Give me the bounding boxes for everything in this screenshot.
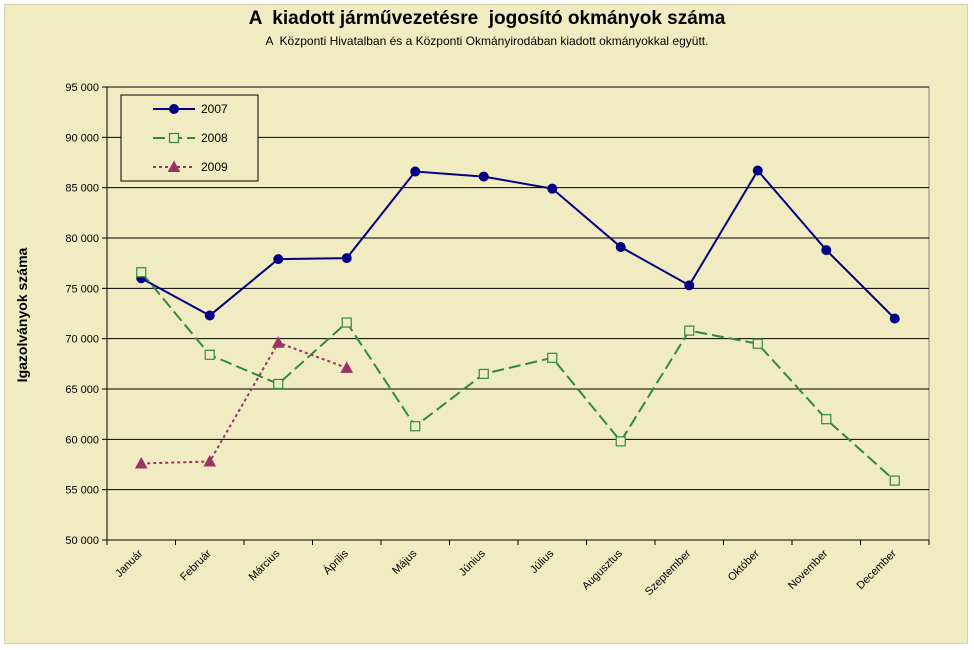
legend: 2007 2008 2009 <box>120 94 259 182</box>
data-point <box>271 336 285 348</box>
legend-label: 2008 <box>201 131 228 145</box>
y-tick-label: 60 000 <box>65 434 99 446</box>
series-2007 <box>136 165 900 324</box>
x-tick-label: Február <box>178 547 214 583</box>
y-tick-label: 55 000 <box>65 485 99 497</box>
x-tick-label: Június <box>457 547 488 578</box>
x-tick-label: December <box>855 547 900 592</box>
data-point <box>547 183 558 194</box>
x-tick-label: November <box>786 547 831 592</box>
y-tick-label: 75 000 <box>65 283 99 295</box>
y-tick-label: 80 000 <box>65 233 99 245</box>
series-line <box>140 168 896 320</box>
data-point <box>752 338 763 349</box>
data-point <box>615 436 626 447</box>
data-point <box>273 378 284 390</box>
series-layer <box>134 165 900 486</box>
data-point <box>204 349 215 360</box>
data-point <box>752 165 763 176</box>
x-tick-label: Május <box>390 547 420 577</box>
y-tick-label: 50 000 <box>65 535 99 547</box>
data-point <box>684 280 695 291</box>
data-point <box>341 253 352 264</box>
data-point <box>204 310 215 321</box>
series-2008 <box>136 267 900 486</box>
data-point <box>478 171 489 182</box>
x-tick-label: Október <box>726 547 762 583</box>
x-tick-label: Július <box>528 547 557 576</box>
legend-label: 2007 <box>201 102 228 116</box>
y-tick-label: 90 000 <box>65 132 99 144</box>
data-point <box>821 414 832 425</box>
data-point <box>889 475 900 486</box>
data-point <box>340 361 354 373</box>
x-tick-label: Szeptember <box>643 547 694 598</box>
data-point <box>889 313 900 324</box>
y-axis-title: Igazolványok száma <box>14 247 30 382</box>
chart-title: A kiadott járművezetésre jogosító okmány… <box>248 8 726 29</box>
series-2009 <box>134 336 354 469</box>
chart-subtitle: A Központi Hivatalban és a Központi Okmá… <box>265 34 709 48</box>
x-tick-label: Március <box>247 547 283 583</box>
data-point <box>341 317 352 328</box>
x-tick-label: Január <box>113 547 146 580</box>
data-point <box>684 325 695 336</box>
data-point <box>136 267 147 278</box>
data-point <box>821 245 832 256</box>
legend-marker <box>169 104 179 114</box>
data-point <box>547 352 558 363</box>
legend-marker <box>168 132 180 144</box>
series-line <box>141 341 348 465</box>
y-tick-label: 65 000 <box>65 384 99 396</box>
y-tick-label: 70 000 <box>65 334 99 346</box>
legend-item-2007: 2007 <box>153 102 228 116</box>
legend-item-2009: 2009 <box>153 160 228 174</box>
gridlines <box>107 86 929 491</box>
data-point <box>410 421 421 432</box>
y-tick-label: 95 000 <box>65 82 99 94</box>
x-tick-label: Augusztus <box>580 547 625 592</box>
data-point <box>134 456 148 469</box>
data-point <box>410 166 421 177</box>
series-line <box>140 271 896 482</box>
y-tick-label: 85 000 <box>65 183 99 195</box>
x-tick-label: Április <box>320 547 351 578</box>
data-point <box>203 454 217 467</box>
data-point <box>615 242 626 253</box>
data-point <box>478 368 489 379</box>
legend-marker <box>167 160 181 172</box>
data-point <box>273 254 284 265</box>
legend-label: 2009 <box>201 160 228 174</box>
legend-item-2008: 2008 <box>153 131 228 145</box>
